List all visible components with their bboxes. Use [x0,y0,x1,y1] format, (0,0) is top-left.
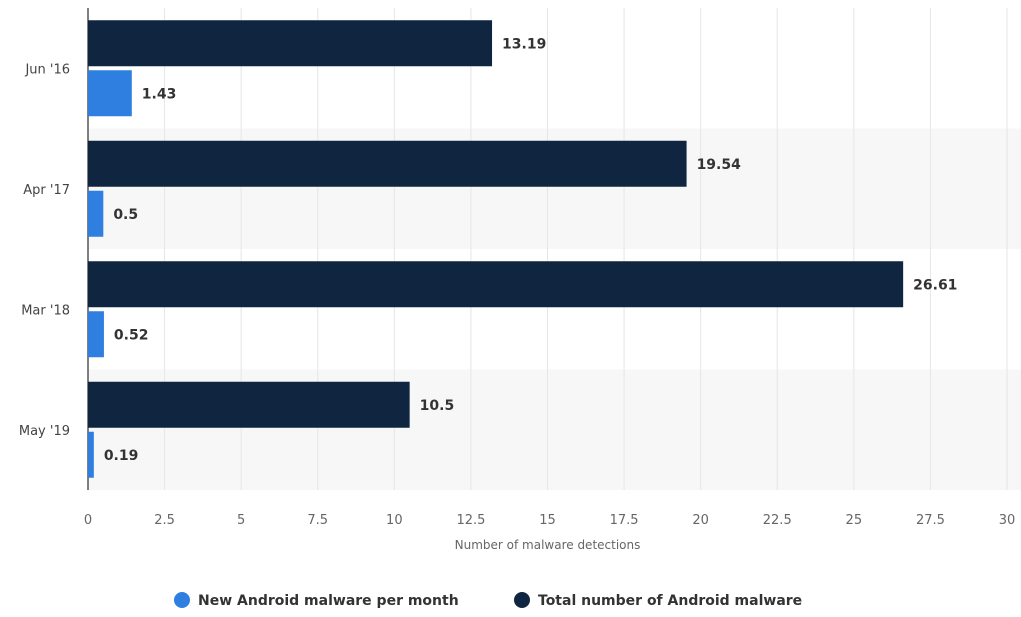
bar-total [88,261,904,308]
bar-total [88,381,410,428]
legend-marker[interactable] [174,592,190,608]
x-tick-label: 22.5 [763,513,792,528]
gridlines [87,8,1008,490]
category-label: Apr '17 [23,183,70,198]
data-label-total: 26.61 [913,277,957,293]
category-label: Jun '16 [24,62,70,77]
data-label-total: 13.19 [502,36,546,52]
x-tick-label: 7.5 [307,513,328,528]
x-tick-label: 0 [84,513,92,528]
bar-new-monthly [88,70,132,117]
bar-new-monthly [88,311,104,358]
data-label-new-monthly: 1.43 [142,86,177,102]
data-label-new-monthly: 0.5 [113,207,138,223]
legend-label[interactable]: Total number of Android malware [538,593,802,609]
category-labels: Jun '16 Apr '17 Mar '18 May '19 [19,62,70,439]
x-axis-title: Number of malware detections [455,538,641,552]
x-tick-label: 2.5 [154,513,175,528]
x-axis-ticks: 0 2.5 5 7.5 10 12.5 15 17.5 20 22.5 25 27.5 30 [84,513,1015,528]
value-labels: 13.19 1.43 19.54 0.5 26.61 0.52 10.5 0.19 [104,36,958,464]
x-tick-label: 20 [692,513,709,528]
category-label: Mar '18 [21,303,70,318]
legend: New Android malware per month Total numbe… [174,592,802,609]
x-tick-label: 25 [846,513,863,528]
legend-marker[interactable] [514,592,530,608]
bar-total [88,20,493,67]
x-tick-label: 12.5 [456,513,485,528]
bar-new-monthly [88,190,104,237]
x-tick-label: 30 [999,513,1016,528]
bar-total [88,140,687,187]
data-label-new-monthly: 0.19 [104,448,139,464]
data-label-total: 10.5 [420,398,455,414]
x-tick-label: 15 [539,513,556,528]
category-label: May '19 [19,424,70,439]
legend-label[interactable]: New Android malware per month [198,593,459,609]
bar-new-monthly [88,431,94,478]
data-label-new-monthly: 0.52 [114,327,149,343]
x-tick-label: 10 [386,513,403,528]
bars [88,20,904,478]
x-tick-label: 17.5 [610,513,639,528]
x-tick-label: 5 [237,513,245,528]
x-tick-label: 27.5 [916,513,945,528]
data-label-total: 19.54 [697,157,742,173]
